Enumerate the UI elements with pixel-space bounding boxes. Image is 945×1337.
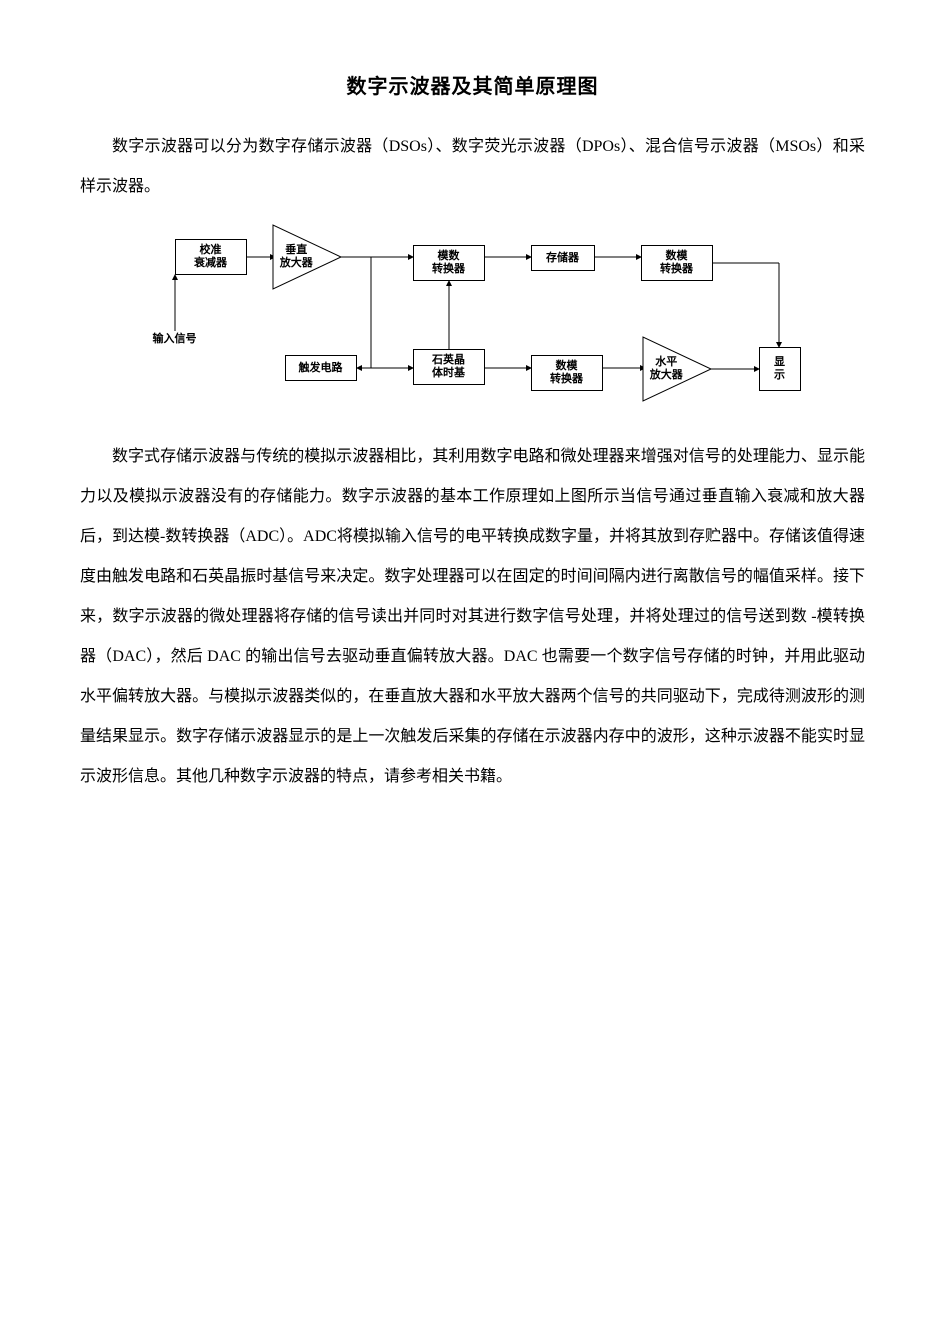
node-adc: 模数 转换器 (413, 245, 485, 281)
node-dac: 数模 转换器 (641, 245, 713, 281)
node-hamp: 水平 放大器 (643, 337, 691, 401)
node-dac2: 数模 转换器 (531, 355, 603, 391)
node-input: 输入信号 (147, 331, 203, 347)
page-title: 数字示波器及其简单原理图 (80, 70, 865, 99)
body-paragraph: 数字式存储示波器与传统的模拟示波器相比，其利用数字电路和微处理器来增强对信号的处… (80, 437, 865, 797)
diagram-figure: 输入信号校准 衰减器垂直 放大器模数 转换器存储器数模 转换器触发电路石英晶 体… (80, 211, 865, 437)
node-xtal: 石英晶 体时基 (413, 349, 485, 385)
node-trig: 触发电路 (285, 355, 357, 381)
node-vamp: 垂直 放大器 (273, 225, 321, 289)
node-mem: 存储器 (531, 245, 595, 271)
intro-paragraph: 数字示波器可以分为数字存储示波器（DSOs）、数字荧光示波器（DPOs）、混合信… (80, 127, 865, 207)
document-page: 数字示波器及其简单原理图 数字示波器可以分为数字存储示波器（DSOs）、数字荧光… (0, 0, 945, 1337)
node-disp: 显 示 (759, 347, 801, 391)
node-atten: 校准 衰减器 (175, 239, 247, 275)
block-diagram: 输入信号校准 衰减器垂直 放大器模数 转换器存储器数模 转换器触发电路石英晶 体… (123, 219, 823, 419)
